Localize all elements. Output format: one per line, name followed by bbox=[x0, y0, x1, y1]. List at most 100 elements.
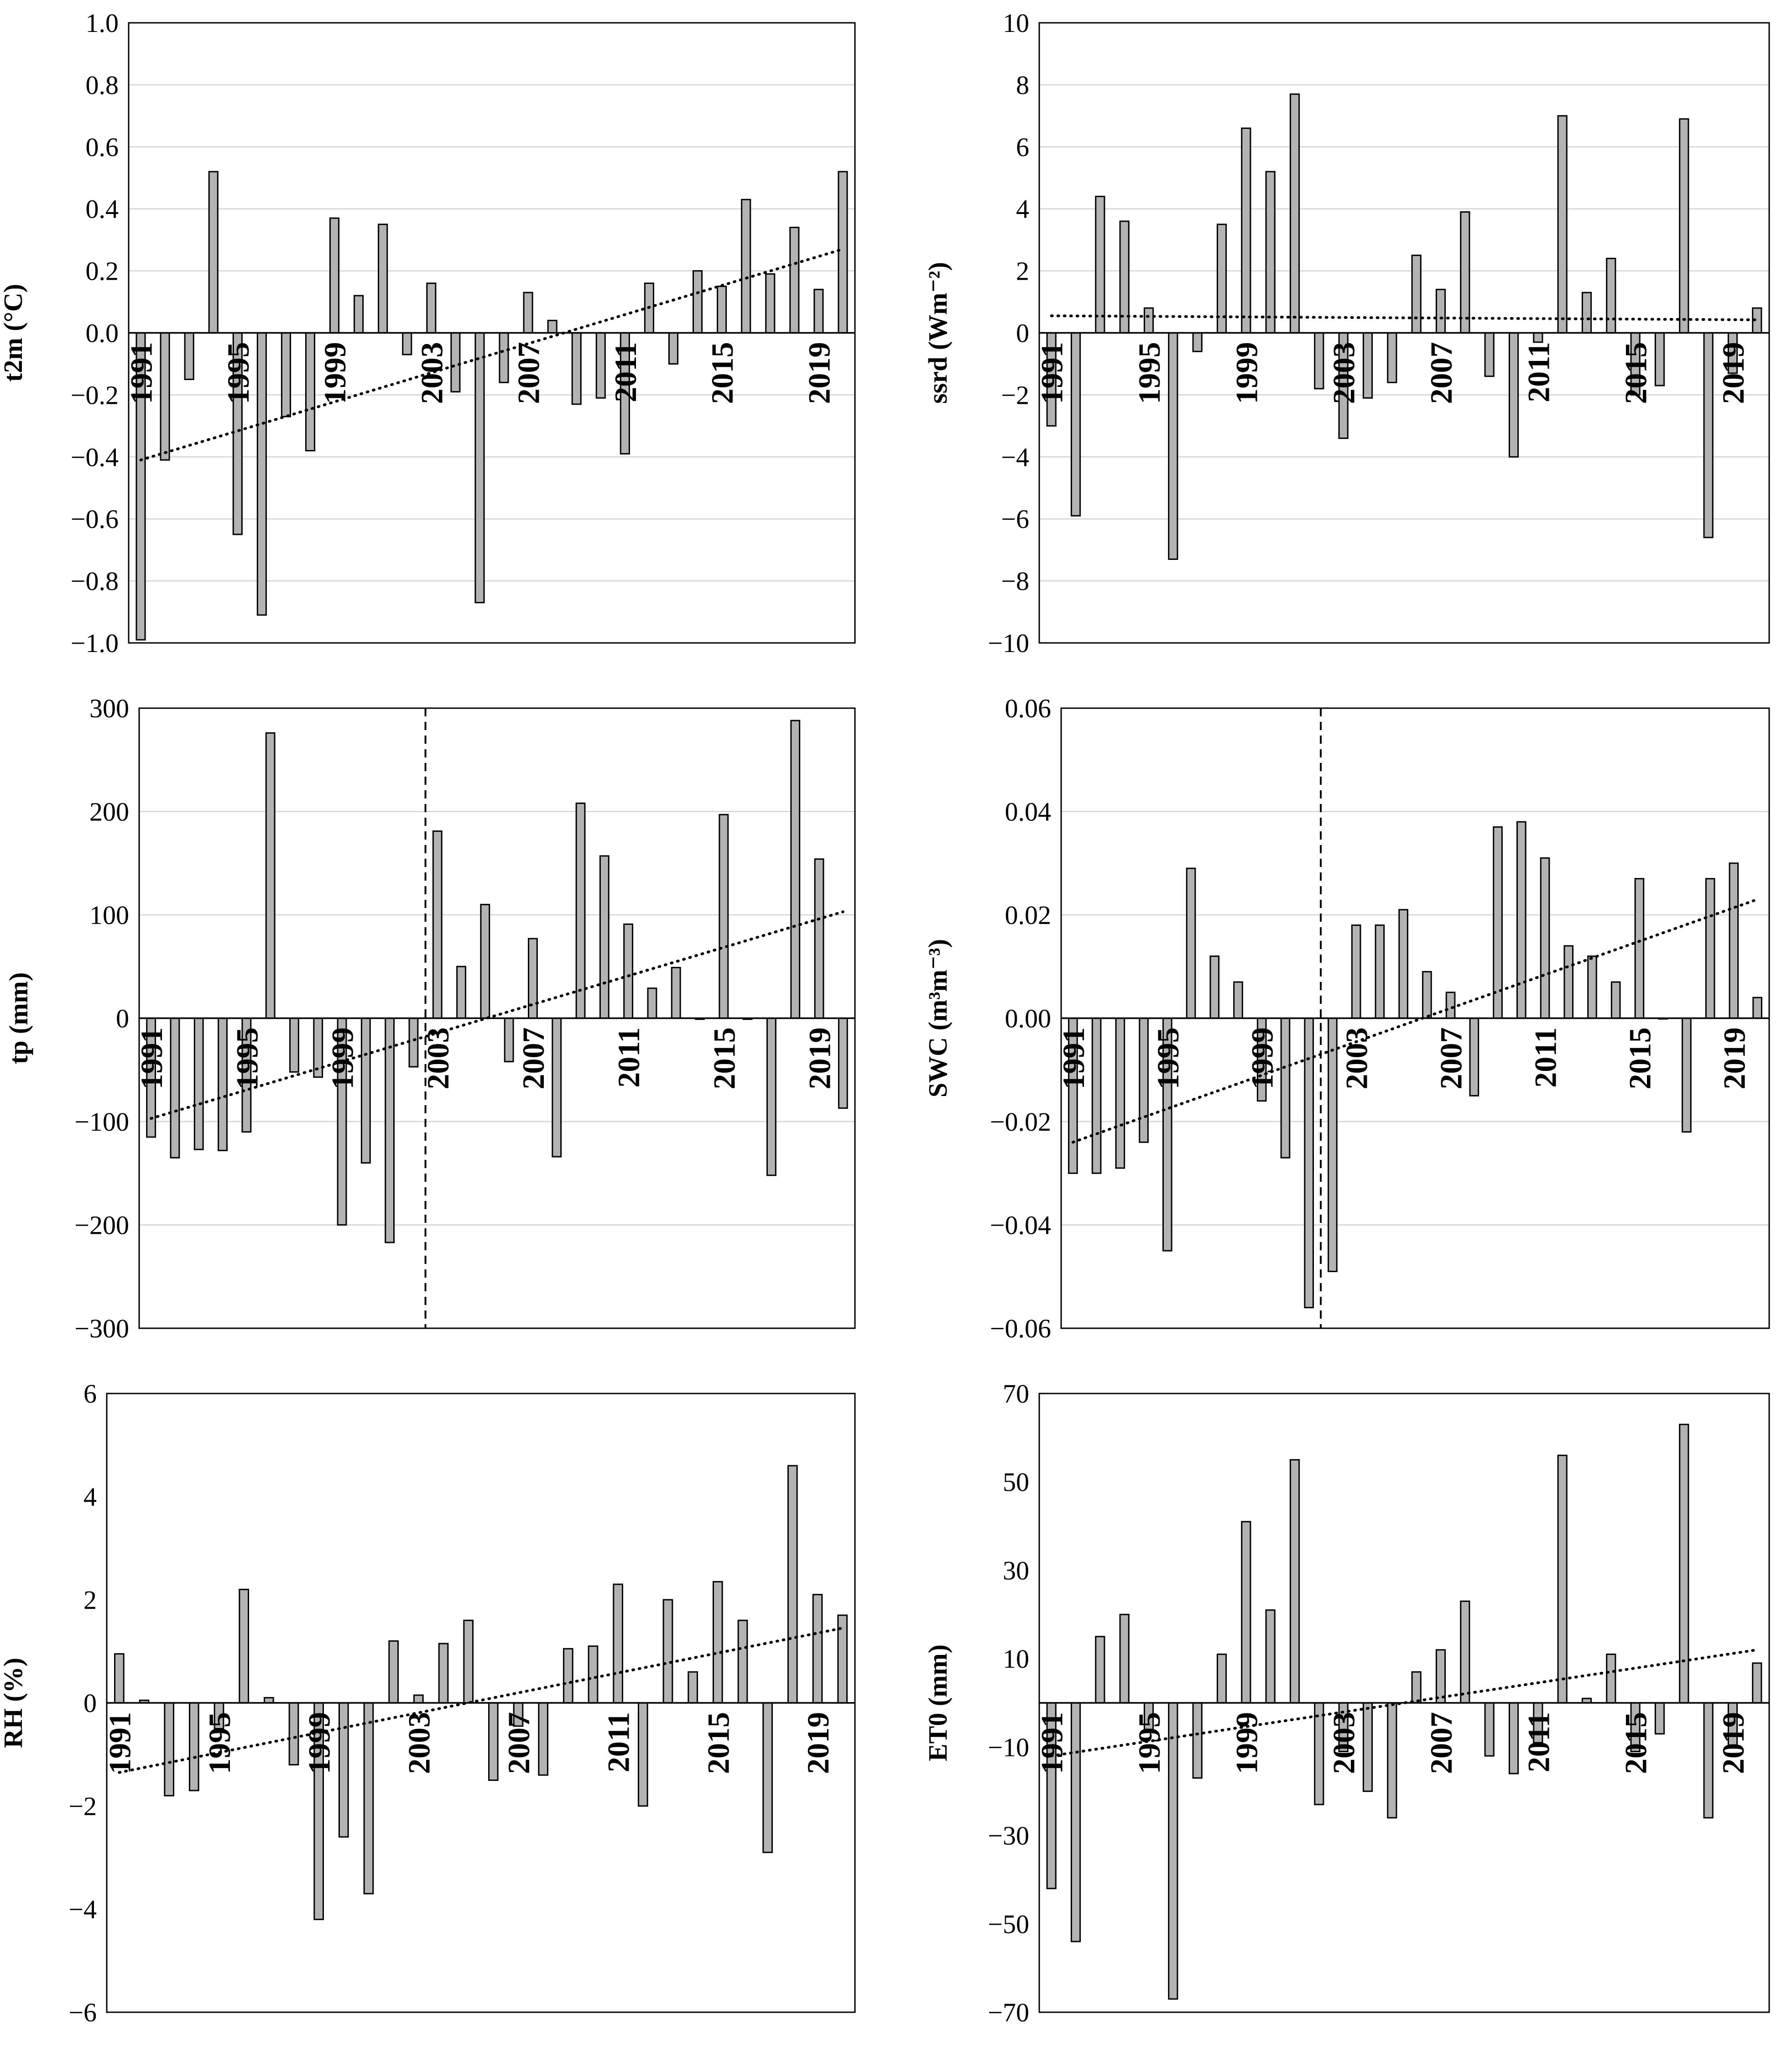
y-tick-label: −2 bbox=[1001, 380, 1029, 410]
bar-ssrd-2010 bbox=[1508, 332, 1519, 458]
y-tick-label: 10 bbox=[1003, 1644, 1029, 1674]
bar-rh-2000 bbox=[338, 1702, 349, 1838]
bar-tp-2013 bbox=[671, 967, 681, 1019]
y-tick-label: −0.02 bbox=[990, 1107, 1051, 1137]
x-tick-label: 1999 bbox=[1229, 1712, 1264, 1774]
y-tick-label: −4 bbox=[1001, 442, 1029, 472]
bar-t2m-2007 bbox=[523, 292, 533, 334]
x-tick-label: 2011 bbox=[601, 1712, 636, 1772]
bar-ssrd-2018 bbox=[1703, 332, 1714, 538]
bar-ssrd-2002 bbox=[1314, 332, 1324, 390]
y-tick-label: 10 bbox=[1003, 8, 1029, 38]
bar-rh-1994 bbox=[188, 1702, 199, 1791]
x-tick-label: 2019 bbox=[1717, 1028, 1751, 1090]
y-axis-title: SWC (m³m⁻³) bbox=[923, 939, 953, 1097]
y-axis-title: RH (%) bbox=[0, 1658, 28, 1748]
bar-t2m-2005 bbox=[474, 332, 485, 604]
bar-t2m-2013 bbox=[668, 332, 679, 365]
plot-frame bbox=[1038, 22, 1770, 644]
trend-line bbox=[139, 248, 844, 462]
bar-swc-2015 bbox=[1634, 878, 1645, 1019]
y-axis-title: t2m (°C) bbox=[0, 284, 28, 382]
bar-tp-2003 bbox=[432, 830, 443, 1019]
y-tick-label: −0.2 bbox=[71, 380, 119, 410]
x-tick-label: 2011 bbox=[1521, 1712, 1556, 1772]
y-tick-label: 0 bbox=[1016, 318, 1029, 348]
bar-rh-2001 bbox=[363, 1702, 374, 1895]
y-tick-label: −10 bbox=[988, 628, 1029, 658]
y-tick-label: −70 bbox=[988, 1998, 1029, 2027]
bar-ssrd-2009 bbox=[1484, 332, 1495, 377]
x-tick-label: 2007 bbox=[1424, 342, 1459, 404]
bar-ssrd-2007 bbox=[1435, 288, 1446, 334]
bar-et0-1994 bbox=[1119, 1613, 1130, 1704]
trend-line bbox=[150, 910, 844, 1120]
y-axis-title: tp (mm) bbox=[4, 972, 33, 1064]
bar-rh-2004 bbox=[438, 1643, 449, 1704]
bar-rh-1998 bbox=[288, 1702, 299, 1766]
y-tick-label: −0.8 bbox=[71, 566, 119, 596]
x-tick-label: 2015 bbox=[705, 342, 740, 404]
x-tick-label: 2019 bbox=[802, 1028, 837, 1090]
x-tick-label: 2011 bbox=[1521, 342, 1556, 402]
bar-rh-1993 bbox=[164, 1702, 175, 1796]
bar-ssrd-2008 bbox=[1460, 211, 1470, 334]
y-tick-label: −0.4 bbox=[71, 442, 119, 472]
bar-t2m-2010 bbox=[595, 332, 606, 399]
plot-frame bbox=[128, 22, 856, 644]
bar-t2m-1999 bbox=[329, 217, 340, 334]
bar-swc-1998 bbox=[1233, 981, 1243, 1019]
x-tick-label: 2015 bbox=[1619, 1712, 1653, 1774]
plot-frame bbox=[138, 707, 856, 1329]
y-tick-label: −6 bbox=[68, 1998, 97, 2027]
bar-et0-1996 bbox=[1168, 1702, 1178, 2000]
bar-swc-2000 bbox=[1280, 1018, 1291, 1159]
bar-ssrd-2005 bbox=[1387, 332, 1397, 383]
bar-t2m-1994 bbox=[208, 171, 219, 334]
x-tick-label: 1991 bbox=[102, 1712, 137, 1774]
y-tick-label: 0.6 bbox=[86, 132, 119, 162]
bar-swc-2012 bbox=[1563, 945, 1574, 1019]
y-tick-label: 4 bbox=[83, 1482, 97, 1512]
bar-ssrd-2011 bbox=[1533, 332, 1543, 343]
bar-tp-2017 bbox=[766, 1018, 776, 1176]
bar-et0-2016 bbox=[1654, 1702, 1665, 1735]
bar-t2m-2014 bbox=[693, 270, 703, 334]
trend-line bbox=[1050, 314, 1759, 321]
y-tick-label: 0.4 bbox=[86, 194, 119, 224]
y-tick-label: 6 bbox=[1016, 132, 1029, 162]
y-axis-title: ssrd (Wm⁻²) bbox=[923, 262, 953, 404]
bar-rh-1996 bbox=[239, 1588, 250, 1704]
bar-rh-2009 bbox=[563, 1648, 573, 1704]
x-tick-label: 1999 bbox=[318, 342, 352, 404]
y-tick-label: −0.06 bbox=[990, 1314, 1051, 1343]
bar-rh-2003 bbox=[413, 1694, 424, 1704]
bar-tp-1994 bbox=[218, 1018, 228, 1151]
bar-ssrd-1996 bbox=[1168, 332, 1178, 560]
y-tick-label: 0 bbox=[116, 1004, 129, 1033]
y-tick-label: 0.0 bbox=[86, 318, 119, 348]
x-tick-label: 2019 bbox=[1716, 1712, 1750, 1774]
bar-t2m-2008 bbox=[547, 319, 557, 334]
bar-ssrd-2014 bbox=[1606, 257, 1616, 334]
bar-tp-2001 bbox=[385, 1018, 395, 1243]
y-axis-title: ET0 (mm) bbox=[923, 1644, 953, 1761]
bar-tp-2006 bbox=[504, 1018, 514, 1063]
bar-et0-2004 bbox=[1362, 1702, 1373, 1792]
y-tick-label: 4 bbox=[1016, 194, 1029, 224]
bar-rh-2014 bbox=[688, 1671, 698, 1704]
bar-rh-2008 bbox=[538, 1702, 549, 1776]
chart-rh: −6 −4 −2 0 2 4 6 RH (%) 1991 1995 1999 2003 2007 2011… bbox=[0, 1379, 856, 2027]
y-tick-label: 300 bbox=[89, 694, 129, 723]
x-tick-label: 2003 bbox=[1339, 1028, 1374, 1090]
bar-t2m-1997 bbox=[281, 332, 291, 418]
bar-et0-2001 bbox=[1289, 1459, 1300, 1704]
bar-t2m-2020 bbox=[838, 171, 848, 334]
bar-swc-2014 bbox=[1610, 981, 1621, 1019]
x-tick-label: 1999 bbox=[1245, 1028, 1280, 1090]
y-tick-label: −200 bbox=[74, 1211, 129, 1240]
bar-swc-1997 bbox=[1209, 955, 1220, 1019]
bar-et0-2020 bbox=[1752, 1662, 1762, 1704]
bar-t2m-1996 bbox=[256, 332, 267, 616]
